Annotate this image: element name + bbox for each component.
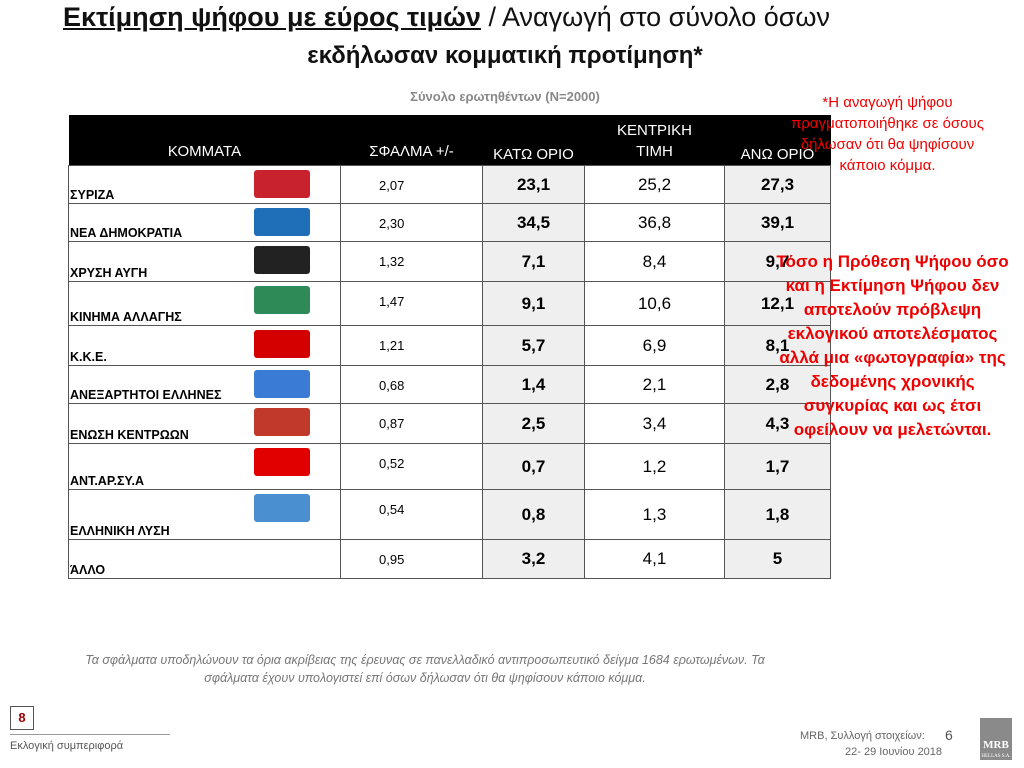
table-cell: 0,8 [482,489,585,540]
table-cell: 23,1 [482,165,585,204]
title-rest: / Αναγωγή στο σύνολο όσων [488,2,830,32]
dates: 22- 29 Ιουνίου 2018 [845,746,943,758]
subtitle: Σύνολο ερωτηθέντων (N=2000) [410,89,600,104]
table-cell: 10,6 [584,281,725,326]
table-cell: 0,54 [340,489,483,540]
table-cell: 4,3 [724,403,831,444]
party-name: ΚΙΝΗΜΑ ΑΛΛΑΓΗΣ [68,281,341,326]
table-cell: 0,68 [340,365,483,404]
table-row: ΧΡΥΣΗ ΑΥΓΗ 1,32 7,1 8,4 9,7 [68,241,831,282]
table-cell: 1,32 [340,241,483,282]
table-row: ΕΛΛΗΝΙΚΗ ΛΥΣΗ 0,54 0,8 1,3 1,8 [68,489,831,540]
title: Εκτίμηση ψήφου με εύρος τιμών / Αναγωγή … [63,2,830,33]
party-name: ΆΛΛΟ [68,539,341,579]
party-name: ΝΕΑ ΔΗΜΟΚΡΑΤΙΑ [68,203,341,242]
table-cell: 0,52 [340,443,483,490]
table-cell: 2,8 [724,365,831,404]
table-row: ΣΥΡΙΖΑ 2,07 23,1 25,2 27,3 [68,165,831,204]
party-logo [254,246,310,274]
table-cell: 5 [724,539,831,579]
column-header: ΚΟΜΜΑΤΑ [68,115,341,166]
logo: MRB HELLAS S.A. [980,718,1012,760]
footnote: Τα σφάλματα υποδηλώνουν τα όρια ακρίβεια… [85,653,765,685]
table-cell: 1,7 [724,443,831,490]
page-number: 8 [10,706,34,730]
table-row: ΆΛΛΟ 0,95 3,2 4,1 5 [68,539,831,579]
party-logo [254,370,310,398]
table-row: ΚΙΝΗΜΑ ΑΛΛΑΓΗΣ 1,47 9,1 10,6 12,1 [68,281,831,326]
table-cell: 9,1 [482,281,585,326]
party-name: ΕΛΛΗΝΙΚΗ ΛΥΣΗ [68,489,341,540]
party-name: ΑΝΕΞΑΡΤΗΤΟΙ ΕΛΛΗΝΕΣ [68,365,341,404]
note-disclaimer: Τόσο η Πρόθεση Ψήφου όσο και η Εκτίμηση … [776,252,1009,439]
party-name: ΧΡΥΣΗ ΑΥΓΗ [68,241,341,282]
party-logo [254,208,310,236]
table-cell: 1,8 [724,489,831,540]
table-cell: 2,07 [340,165,483,204]
table-cell: 1,3 [584,489,725,540]
table-cell: 3,2 [482,539,585,579]
table-cell: 5,7 [482,325,585,366]
table: ΚΟΜΜΑΤΑ ΣΦΑΛΜΑ +/- ΚΑΤΩ ΟΡΙΟ ΚΕΝΤΡΙΚΗ ΤΙΜΗ Α… [68,115,831,579]
party-name: Κ.Κ.Ε. [68,325,341,366]
column-header: ΚΑΤΩ ΟΡΙΟ [482,115,585,166]
title-line2: εκδήλωσαν κομματική προτίμηση* [307,42,703,69]
table-cell: 1,4 [482,365,585,404]
party-name: ΕΝΩΣΗ ΚΕΝΤΡΩΩΝ [68,403,341,444]
table-cell: 0,87 [340,403,483,444]
slide-number: 6 [945,727,953,743]
table-cell: 2,5 [482,403,585,444]
table-row: ΝΕΑ ΔΗΜΟΚΡΑΤΙΑ 2,30 34,5 36,8 39,1 [68,203,831,242]
table-cell: 0,95 [340,539,483,579]
table-cell: 7,1 [482,241,585,282]
table-cell: 3,4 [584,403,725,444]
party-logo [254,330,310,358]
table-cell: 6,9 [584,325,725,366]
table-cell: 12,1 [724,281,831,326]
table-cell: 36,8 [584,203,725,242]
table-cell: 27,3 [724,165,831,204]
note-reduction: *Η αναγωγή ψήφου πραγματοποιήθηκε σε όσο… [791,94,984,174]
logo-text: MRB [983,739,1009,751]
logo-sub: HELLAS S.A. [981,754,1011,759]
table-cell: 25,2 [584,165,725,204]
table-cell: 1,2 [584,443,725,490]
party-logo [254,494,310,522]
table-cell: 1,21 [340,325,483,366]
table-row: Κ.Κ.Ε. 1,21 5,7 6,9 8,1 [68,325,831,366]
party-name: ΑΝΤ.ΑΡ.ΣΥ.Α [68,443,341,490]
table-cell: 8,4 [584,241,725,282]
table-cell: 2,1 [584,365,725,404]
table-row: ΕΝΩΣΗ ΚΕΝΤΡΩΩΝ 0,87 2,5 3,4 4,3 [68,403,831,444]
section: Εκλογική συμπεριφορά [10,740,124,752]
column-header: ΚΕΝΤΡΙΚΗ ΤΙΜΗ [584,115,725,166]
table-cell: 4,1 [584,539,725,579]
table-cell: 34,5 [482,203,585,242]
table-cell: 39,1 [724,203,831,242]
table-cell: 0,7 [482,443,585,490]
table-cell: 1,47 [340,281,483,326]
table-row: ΑΝΤ.ΑΡ.ΣΥ.Α 0,52 0,7 1,2 1,7 [68,443,831,490]
party-logo [254,448,310,476]
table-cell: 8,1 [724,325,831,366]
column-header: ΑΝΩ ΟΡΙΟ [724,115,831,166]
footer-rule [10,734,170,735]
table-row: ΑΝΕΞΑΡΤΗΤΟΙ ΕΛΛΗΝΕΣ 0,68 1,4 2,1 2,8 [68,365,831,404]
title-underlined: Εκτίμηση ψήφου με εύρος τιμών [63,2,481,32]
party-name: ΣΥΡΙΖΑ [68,165,341,204]
party-logo [254,286,310,314]
party-logo [254,170,310,198]
party-logo [254,408,310,436]
source: MRB, Συλλογή στοιχείων: [800,730,925,742]
column-header: ΣΦΑΛΜΑ +/- [340,115,483,166]
table-cell: 2,30 [340,203,483,242]
